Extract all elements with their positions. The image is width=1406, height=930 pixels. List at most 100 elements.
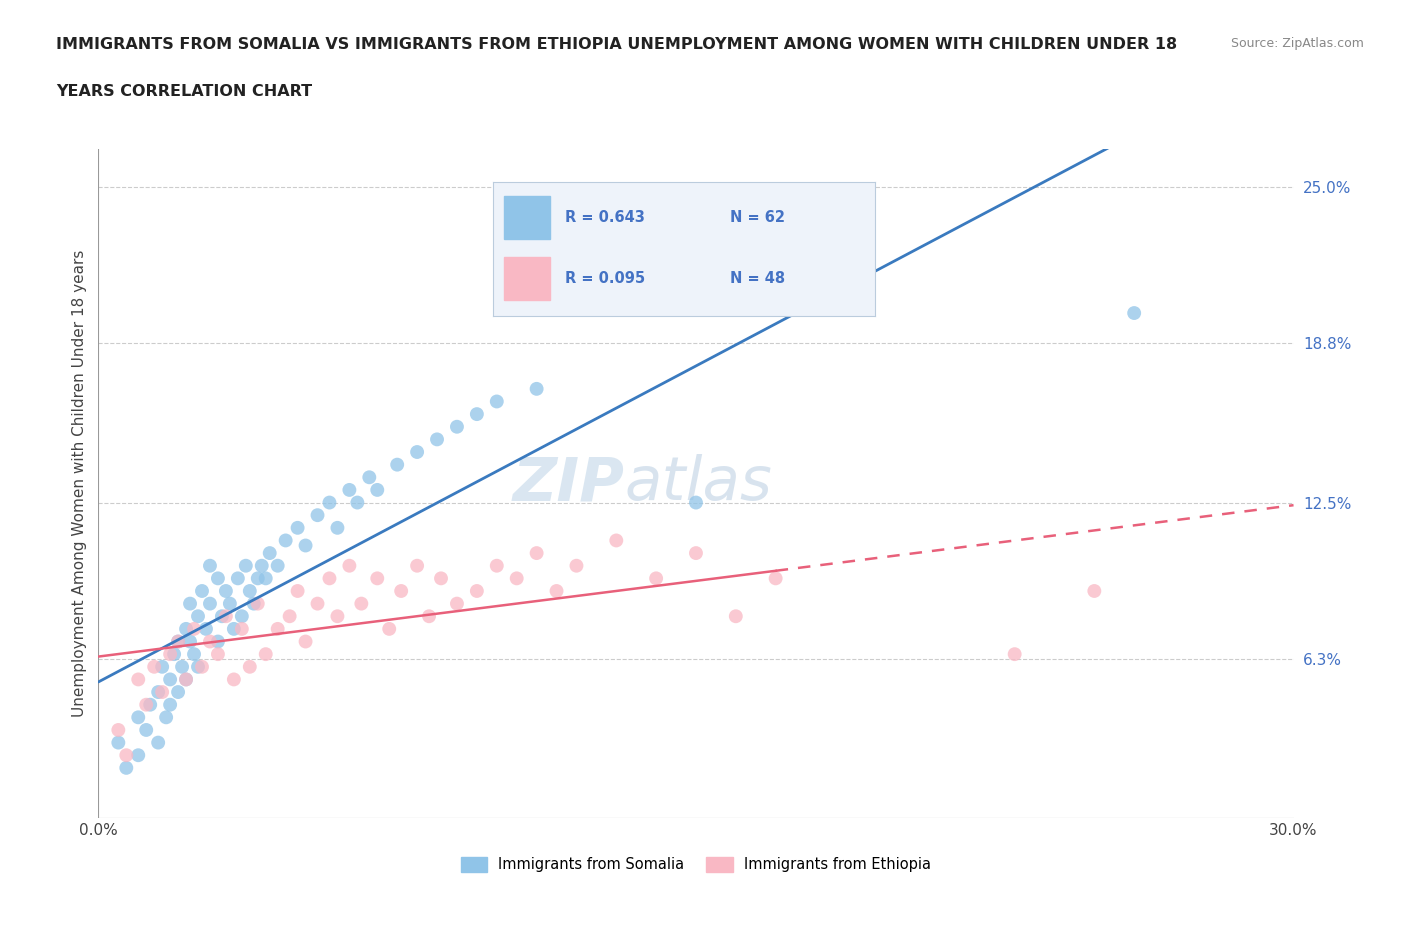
Legend: Immigrants from Somalia, Immigrants from Ethiopia: Immigrants from Somalia, Immigrants from… bbox=[454, 851, 938, 878]
Point bbox=[219, 596, 242, 611]
Point bbox=[163, 646, 186, 661]
Point bbox=[155, 710, 177, 724]
Point bbox=[107, 735, 129, 750]
Point bbox=[254, 646, 277, 661]
Point bbox=[318, 495, 340, 510]
Point bbox=[187, 609, 209, 624]
Point bbox=[485, 394, 508, 409]
Point bbox=[465, 406, 488, 421]
Point bbox=[267, 621, 290, 636]
Point bbox=[127, 748, 149, 763]
Point bbox=[231, 609, 253, 624]
Point bbox=[115, 761, 138, 776]
Point bbox=[254, 571, 277, 586]
Point bbox=[685, 495, 707, 510]
Point bbox=[191, 659, 214, 674]
Point bbox=[198, 558, 221, 573]
Point bbox=[565, 558, 588, 573]
Point bbox=[215, 609, 238, 624]
Point bbox=[366, 483, 388, 498]
Point bbox=[1004, 646, 1026, 661]
Point bbox=[148, 735, 170, 750]
Point bbox=[326, 521, 349, 536]
Point bbox=[167, 634, 190, 649]
Point bbox=[179, 634, 201, 649]
Point bbox=[215, 583, 238, 598]
Point bbox=[198, 634, 221, 649]
Point bbox=[485, 558, 508, 573]
Point bbox=[239, 583, 262, 598]
Point bbox=[526, 546, 548, 561]
Point bbox=[150, 659, 173, 674]
Point bbox=[226, 571, 249, 586]
Point bbox=[605, 533, 627, 548]
Point bbox=[366, 571, 388, 586]
Point bbox=[167, 634, 190, 649]
Point bbox=[179, 596, 201, 611]
Point bbox=[246, 596, 269, 611]
Point bbox=[724, 609, 747, 624]
Point bbox=[231, 621, 253, 636]
Point bbox=[222, 672, 245, 687]
Point bbox=[183, 646, 205, 661]
Point bbox=[127, 672, 149, 687]
Point bbox=[235, 558, 257, 573]
Point bbox=[406, 558, 429, 573]
Point bbox=[418, 609, 440, 624]
Point bbox=[135, 723, 157, 737]
Point bbox=[426, 432, 449, 446]
Point bbox=[1123, 306, 1146, 321]
Point bbox=[645, 571, 668, 586]
Point bbox=[211, 609, 233, 624]
Point bbox=[183, 621, 205, 636]
Point bbox=[274, 533, 297, 548]
Point bbox=[127, 710, 149, 724]
Point bbox=[339, 558, 361, 573]
Point bbox=[150, 684, 173, 699]
Point bbox=[546, 583, 568, 598]
Y-axis label: Unemployment Among Women with Children Under 18 years: Unemployment Among Women with Children U… bbox=[72, 250, 87, 717]
Point bbox=[222, 621, 245, 636]
Point bbox=[139, 698, 162, 712]
Point bbox=[159, 646, 181, 661]
Point bbox=[167, 684, 190, 699]
Point bbox=[243, 596, 266, 611]
Point bbox=[294, 538, 316, 553]
Point bbox=[187, 659, 209, 674]
Text: Source: ZipAtlas.com: Source: ZipAtlas.com bbox=[1230, 37, 1364, 50]
Point bbox=[207, 646, 229, 661]
Point bbox=[287, 583, 309, 598]
Point bbox=[359, 470, 381, 485]
Point bbox=[159, 672, 181, 687]
Point bbox=[159, 698, 181, 712]
Point bbox=[526, 381, 548, 396]
Point bbox=[107, 723, 129, 737]
Point bbox=[174, 672, 197, 687]
Text: IMMIGRANTS FROM SOMALIA VS IMMIGRANTS FROM ETHIOPIA UNEMPLOYMENT AMONG WOMEN WIT: IMMIGRANTS FROM SOMALIA VS IMMIGRANTS FR… bbox=[56, 37, 1177, 52]
Point bbox=[446, 596, 468, 611]
Point bbox=[172, 659, 194, 674]
Point bbox=[174, 621, 197, 636]
Point bbox=[318, 571, 340, 586]
Point bbox=[195, 621, 218, 636]
Point bbox=[389, 583, 412, 598]
Point bbox=[115, 748, 138, 763]
Point bbox=[506, 571, 529, 586]
Point bbox=[430, 571, 453, 586]
Point bbox=[346, 495, 368, 510]
Point bbox=[378, 621, 401, 636]
Point bbox=[207, 571, 229, 586]
Point bbox=[143, 659, 166, 674]
Point bbox=[350, 596, 373, 611]
Point bbox=[239, 659, 262, 674]
Text: YEARS CORRELATION CHART: YEARS CORRELATION CHART bbox=[56, 84, 312, 99]
Point bbox=[191, 583, 214, 598]
Point bbox=[406, 445, 429, 459]
Point bbox=[207, 634, 229, 649]
Point bbox=[339, 483, 361, 498]
Text: ZIP: ZIP bbox=[512, 454, 624, 513]
Point bbox=[148, 684, 170, 699]
Point bbox=[326, 609, 349, 624]
Point bbox=[250, 558, 273, 573]
Point bbox=[685, 546, 707, 561]
